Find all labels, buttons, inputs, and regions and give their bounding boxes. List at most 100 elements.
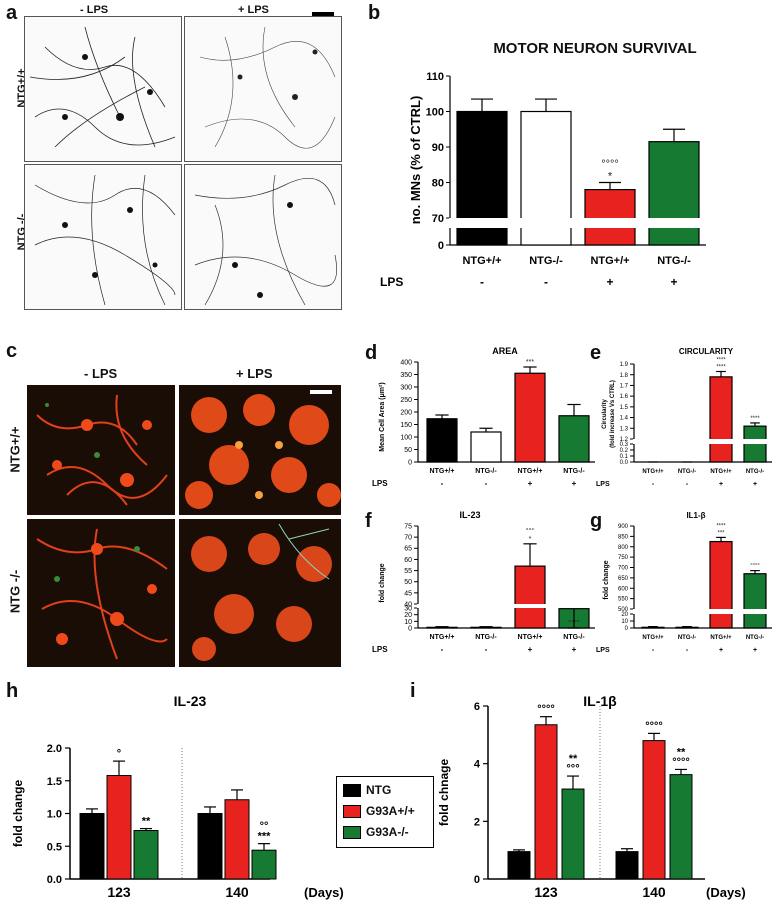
legend-swatch-g93a-ko <box>343 826 361 840</box>
chart-title: IL-23 <box>174 693 207 709</box>
y-tick-label: 50 <box>404 447 412 454</box>
bar <box>641 626 665 629</box>
significance-label: *** <box>258 831 272 843</box>
y-tick-label: 4 <box>474 759 481 771</box>
x-category-label: NTG-/- <box>678 635 696 641</box>
lps-value: - <box>686 481 689 488</box>
chart-title: CIRCULARITY <box>679 347 734 356</box>
lps-value: - <box>485 645 488 654</box>
micrograph-c-ntg-wt-plus-lps <box>178 384 342 516</box>
y-tick-label: 20 <box>404 612 412 619</box>
y-axis-label: fold change <box>603 560 610 599</box>
panel-letter-d: d <box>365 342 378 364</box>
legend-label-ntg: NTG <box>366 783 392 797</box>
legend-swatch-g93a-wt <box>343 805 361 819</box>
axis-break <box>633 609 773 614</box>
x-category-label: NTG-/- <box>746 469 764 475</box>
bar <box>514 565 546 629</box>
x-category-label: 140 <box>225 884 249 900</box>
micrograph-c-ntg-wt-minus-lps <box>26 384 176 516</box>
panel-c-col-label-plus-lps: + LPS <box>236 366 273 381</box>
y-tick-label: 6 <box>474 701 480 713</box>
x-category-label: NTG-/- <box>746 635 764 641</box>
y-axis-label: no. MNs (% of CTRL) <box>408 96 423 225</box>
chart-e: CIRCULARITY 0.00.10.20.31.2 1.3 1.4 1.5 1.6 1.… <box>596 347 773 488</box>
x-category-label: NTG-/- <box>475 468 497 475</box>
bar <box>224 799 250 880</box>
lps-value: + <box>670 275 677 289</box>
significance-label: **** <box>716 523 726 529</box>
y-tick-label: 650 <box>618 576 629 582</box>
y-tick-label: 0.3 <box>620 442 629 448</box>
x-category-label: NTG-/- <box>529 255 563 267</box>
y-axis-label: fold change <box>11 780 25 848</box>
bar <box>251 849 277 880</box>
microglia-sketch-icon <box>36 394 168 506</box>
chart-title: IL1-β <box>686 511 705 520</box>
legend-item-ntg: NTG <box>343 783 392 798</box>
bar <box>709 376 733 463</box>
scale-bar <box>310 390 332 394</box>
bar <box>534 724 558 880</box>
y-tick-label: 750 <box>618 555 629 561</box>
y-tick-label: 1.7 <box>620 384 629 390</box>
bar <box>426 418 458 463</box>
significance-label: ° <box>117 748 121 760</box>
bar <box>133 830 159 880</box>
significance-label: °° <box>260 821 269 833</box>
y-tick-label: 250 <box>400 397 412 404</box>
lps-value: - <box>485 479 488 488</box>
microglia-sketch-icon <box>191 523 332 661</box>
x-axis-label: (Days) <box>304 885 344 900</box>
significance-label: *** <box>526 359 534 366</box>
bar <box>470 626 502 629</box>
y-axis-label: Circularity <box>602 399 608 429</box>
panel-letter-c: c <box>6 340 18 362</box>
x-category-label: NTG-/- <box>563 634 585 641</box>
y-tick-label: 1.5 <box>47 776 62 788</box>
legend-swatch-ntg <box>343 784 361 798</box>
lps-value: - <box>480 275 484 289</box>
x-category-label: NTG-/- <box>657 255 691 267</box>
lps-value: + <box>528 645 533 654</box>
bar <box>648 141 700 246</box>
y-tick-label: 80 <box>432 177 444 189</box>
significance-label: °°°° <box>601 159 619 171</box>
y-tick-label: 110 <box>426 71 444 83</box>
y-tick-label: 55 <box>404 568 412 575</box>
significance-label: * <box>608 171 613 183</box>
x-category-label: 123 <box>534 884 558 900</box>
neuron-sketch-icon <box>29 26 176 148</box>
bar <box>584 189 636 246</box>
y-tick-label: 850 <box>618 534 629 540</box>
lps-value: - <box>441 479 444 488</box>
lps-value: + <box>753 647 757 654</box>
y-tick-label: 50 <box>404 579 412 586</box>
y-tick-label: 0.0 <box>620 460 629 466</box>
lps-value: - <box>652 481 655 488</box>
y-tick-label: 1.4 <box>620 416 629 422</box>
significance-label: °°°° <box>672 756 690 768</box>
y-tick-label: 2.0 <box>47 743 62 755</box>
y-tick-label: 0.5 <box>47 841 62 853</box>
legend-label-g93a-wt: G93A+/+ <box>366 804 415 818</box>
x-category-label: NTG+/+ <box>710 469 732 475</box>
micrograph-c-ntg-ko-minus-lps <box>26 518 176 668</box>
lps-value: - <box>441 645 444 654</box>
micrograph-a-ntg-wt-plus-lps <box>184 16 342 162</box>
neuron-sketch-icon <box>34 174 176 306</box>
x-category-label: NTG+/+ <box>710 635 732 641</box>
x-category-label: 123 <box>107 884 131 900</box>
axis-break <box>449 218 707 228</box>
y-tick-label: 0 <box>474 874 480 886</box>
lps-value: + <box>753 481 757 488</box>
micrograph-a-ntg-ko-plus-lps <box>184 164 342 310</box>
bar <box>561 788 585 880</box>
x-category-label: NTG+/+ <box>430 634 455 641</box>
y-tick-label: 10 <box>404 619 412 626</box>
y-tick-label: 700 <box>618 566 629 572</box>
bar <box>514 372 546 463</box>
bar <box>709 540 733 629</box>
